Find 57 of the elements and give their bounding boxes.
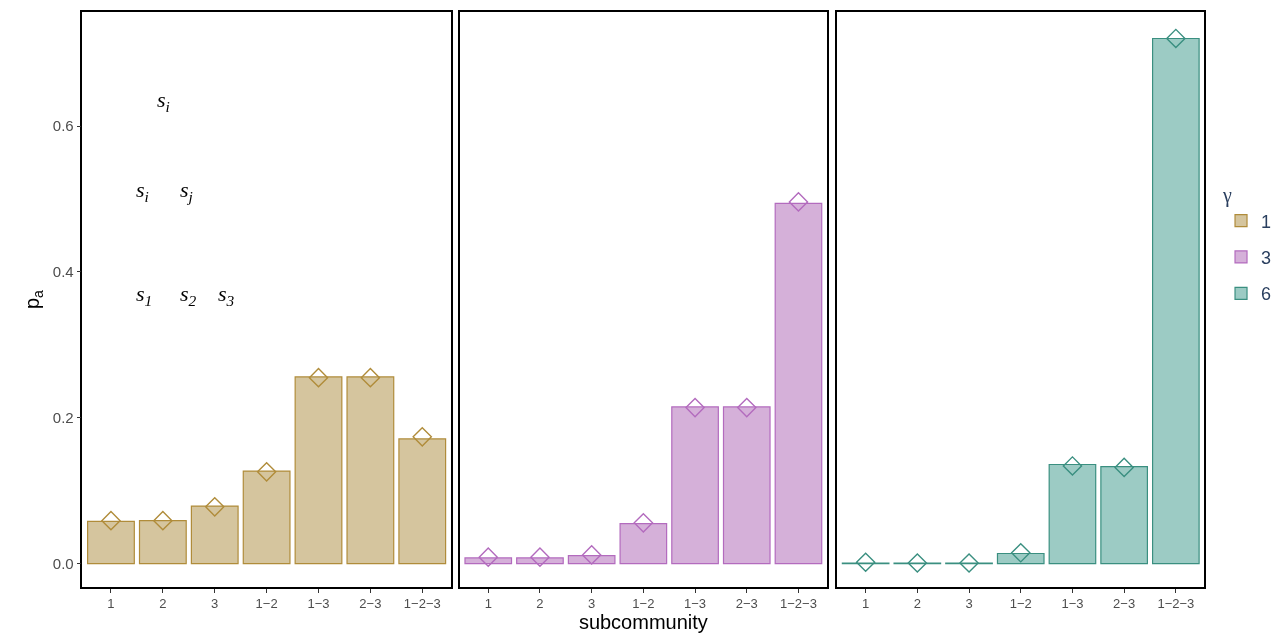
point [736, 397, 757, 418]
annotation: s$_{3}$ [218, 281, 235, 309]
x-tick-label: 2 [159, 596, 167, 612]
point [788, 192, 809, 212]
legend-label: 3 [1261, 247, 1272, 268]
point [1166, 28, 1186, 49]
x-tick-label: 1−2−3 [780, 596, 817, 612]
y-tick-label: 0.0 [52, 554, 74, 572]
point [1010, 542, 1031, 563]
annotation: s$_{i}$ [157, 87, 170, 115]
x-tick-label: 2−3 [735, 596, 758, 612]
x-tick-label: 1−2 [255, 596, 278, 612]
point [153, 510, 173, 531]
point [633, 513, 654, 533]
annotation: s$_{i}$ [136, 177, 149, 205]
x-tick-label: 3 [588, 596, 596, 612]
annotation: s$_{1}$ [136, 281, 153, 309]
y-tick-label: 0.6 [52, 117, 74, 135]
x-tick-label: 1−2 [1009, 596, 1032, 612]
x-axis-title: subcommunity [578, 611, 708, 634]
point [204, 497, 225, 517]
annotation: s$_{2}$ [180, 281, 197, 309]
annotation: s$_{j}$ [180, 177, 193, 205]
x-tick-label: 3 [211, 596, 219, 612]
point [360, 367, 381, 388]
point [101, 510, 121, 531]
point [1114, 457, 1134, 478]
point [530, 547, 550, 567]
x-tick-label: 1−2−3 [1157, 596, 1195, 612]
point [308, 367, 329, 388]
point [1062, 456, 1083, 476]
x-tick-label: 1−3 [1061, 596, 1084, 612]
point [478, 547, 499, 567]
x-tick-label: 2 [536, 596, 544, 612]
x-tick-label: 2 [913, 596, 921, 612]
x-tick-label: 1−3 [307, 596, 330, 612]
x-tick-label: 3 [965, 596, 973, 612]
point [855, 552, 876, 573]
point [581, 545, 602, 565]
y-tick-label: 0.4 [52, 263, 74, 281]
x-tick-label: 1−2−3 [403, 596, 441, 612]
legend-title: γ [1222, 184, 1233, 208]
x-tick-label: 1 [484, 596, 492, 612]
x-tick-label: 1−3 [684, 596, 707, 612]
point [256, 462, 277, 482]
x-tick-label: 1 [862, 596, 870, 612]
legend-label: 6 [1261, 284, 1272, 305]
point [685, 397, 705, 418]
x-tick-label: 2−3 [359, 596, 382, 612]
x-tick-label: 1 [107, 596, 115, 612]
x-tick-label: 2−3 [1113, 596, 1136, 612]
point [412, 426, 433, 447]
x-tick-label: 1−2 [632, 596, 655, 612]
y-tick-label: 0.2 [52, 409, 74, 427]
point [959, 553, 979, 573]
legend-label: 1 [1261, 211, 1272, 232]
point [907, 553, 928, 573]
